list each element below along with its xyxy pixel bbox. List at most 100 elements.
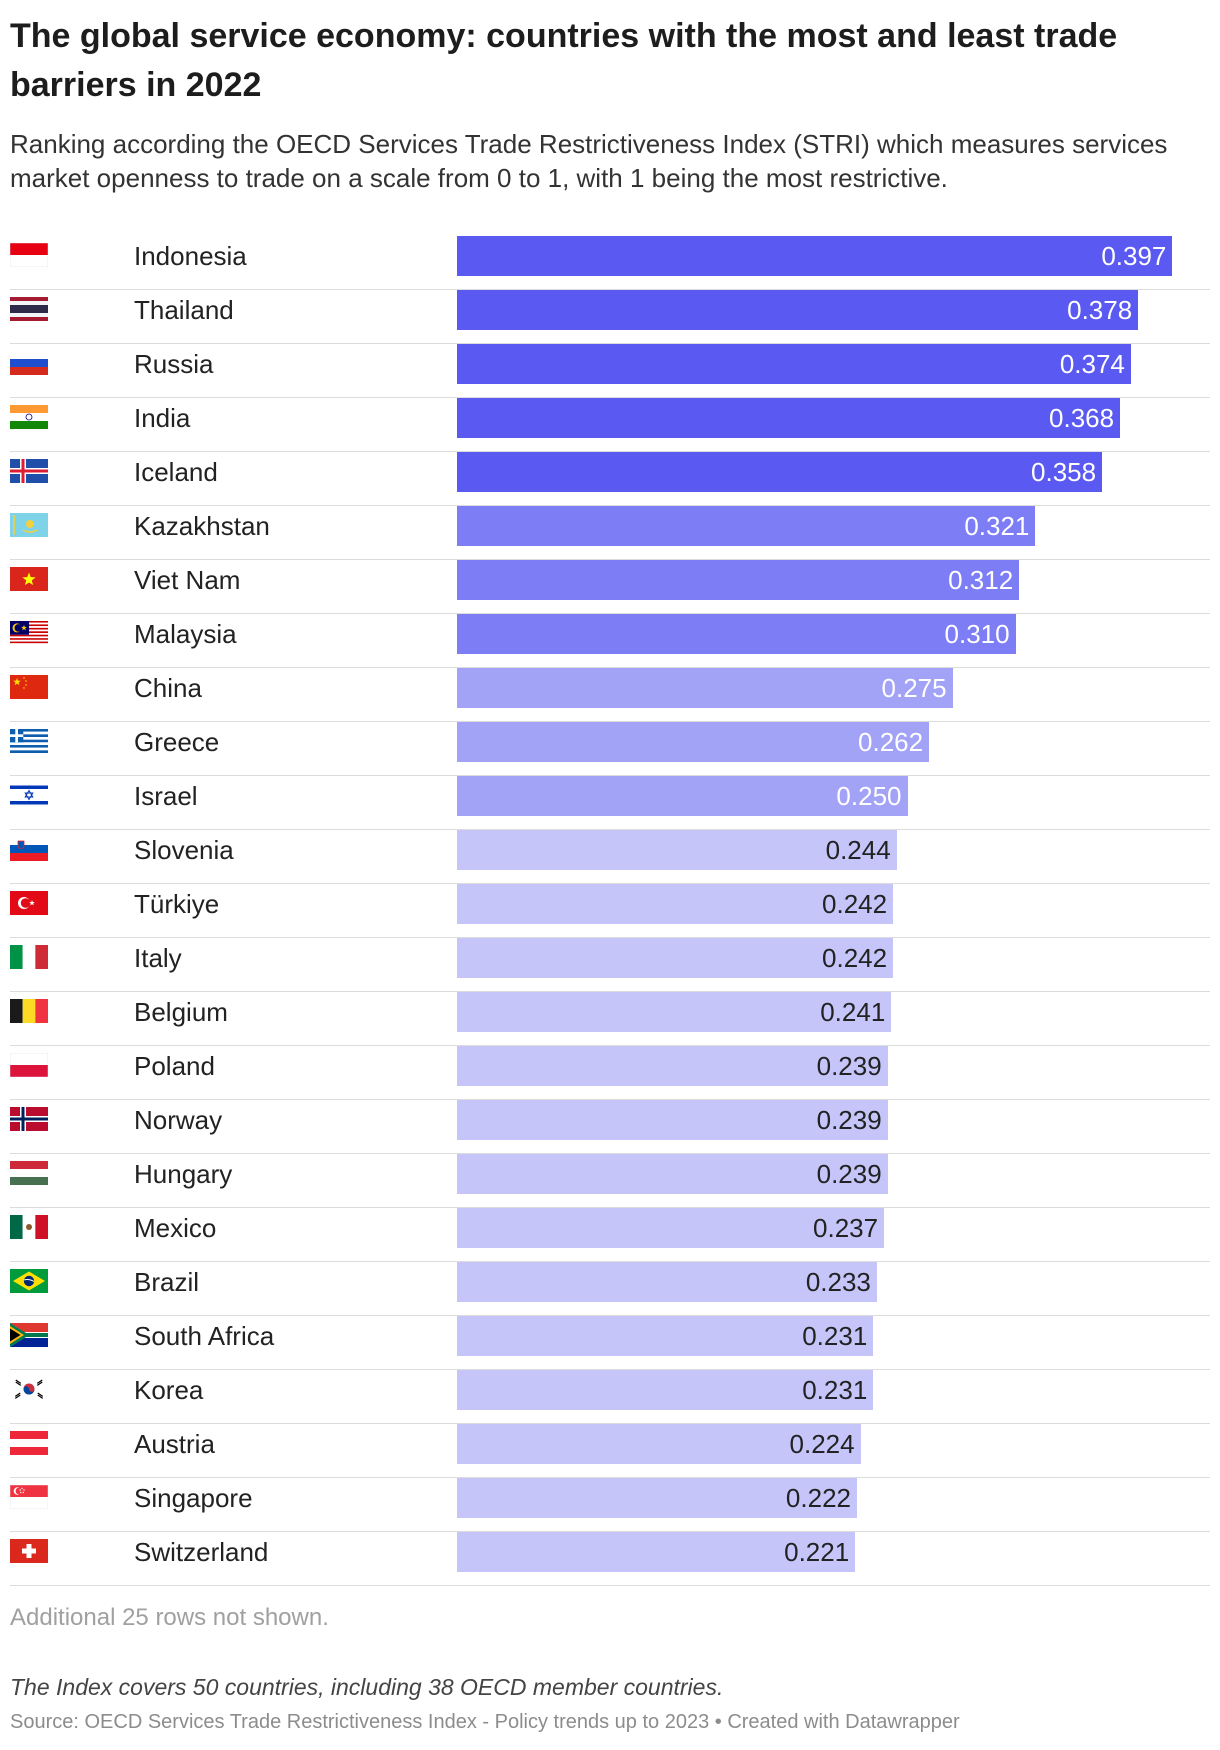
norway-flag-icon (10, 1107, 48, 1131)
chart-row-viet-nam: Viet Nam 0.312 (10, 560, 1210, 614)
chart-row-china: China 0.275 (10, 668, 1210, 722)
country-label: Israel (134, 781, 198, 811)
chart-row-italy: Italy 0.242 (10, 938, 1210, 992)
row-divider (10, 937, 1210, 938)
footnote: The Index covers 50 countries, including… (10, 1674, 724, 1700)
row-divider (10, 721, 1210, 722)
chart-row-india: India 0.368 (10, 398, 1210, 452)
value-label: 0.242 (822, 889, 888, 919)
italy-flag-icon (10, 945, 48, 969)
bar-poland: 0.239 (457, 1046, 888, 1086)
row-divider (10, 451, 1210, 452)
country-label: Greece (134, 727, 220, 757)
value-label: 0.233 (805, 1267, 871, 1297)
country-label: Kazakhstan (134, 511, 270, 541)
row-divider (10, 1477, 1210, 1478)
bar-italy: 0.242 (457, 938, 894, 978)
country-label: Norway (134, 1105, 223, 1135)
country-label: Iceland (134, 457, 218, 487)
row-divider (10, 1261, 1210, 1262)
malaysia-flag-icon (10, 621, 48, 645)
value-label: 0.231 (802, 1321, 868, 1351)
bar-brazil: 0.233 (457, 1262, 877, 1302)
country-label: Singapore (134, 1483, 253, 1513)
value-label: 0.310 (944, 619, 1010, 649)
row-divider (10, 343, 1210, 344)
chart-row-korea: Korea 0.231 (10, 1370, 1210, 1424)
iceland-flag-icon (10, 459, 48, 483)
country-label: Türkiye (134, 889, 220, 919)
bar-south-africa: 0.231 (457, 1316, 874, 1356)
thailand-flag-icon (10, 297, 48, 321)
bar-singapore: 0.222 (457, 1478, 857, 1518)
country-label: Russia (134, 349, 214, 379)
value-label: 0.312 (948, 565, 1014, 595)
china-flag-icon (10, 675, 48, 699)
value-label: 0.262 (858, 727, 924, 757)
row-divider (10, 667, 1210, 668)
chart-row-norway: Norway 0.239 (10, 1100, 1210, 1154)
row-divider (10, 397, 1210, 398)
chart-row-thailand: Thailand 0.378 (10, 290, 1210, 344)
row-divider (10, 505, 1210, 506)
hungary-flag-icon (10, 1161, 48, 1185)
chart-row-israel: Israel 0.250 (10, 776, 1210, 830)
bar-russia: 0.374 (457, 344, 1131, 384)
bar-israel: 0.250 (457, 776, 908, 816)
value-label: 0.275 (881, 673, 947, 703)
chart-row-singapore: Singapore 0.222 (10, 1478, 1210, 1532)
country-label: Italy (134, 943, 182, 973)
value-label: 0.222 (785, 1483, 851, 1513)
slovenia-flag-icon (10, 837, 48, 861)
value-label: 0.239 (816, 1105, 882, 1135)
row-divider (10, 991, 1210, 992)
bar-hungary: 0.239 (457, 1154, 888, 1194)
bar-switzerland: 0.221 (457, 1532, 856, 1572)
row-divider (10, 883, 1210, 884)
chart-row-russia: Russia 0.374 (10, 344, 1210, 398)
country-label: Malaysia (134, 619, 237, 649)
bar-turkiye: 0.242 (457, 884, 894, 924)
value-label: 0.231 (802, 1375, 868, 1405)
austria-flag-icon (10, 1431, 48, 1455)
poland-flag-icon (10, 1053, 48, 1077)
israel-flag-icon (10, 783, 48, 807)
country-label: Hungary (134, 1159, 233, 1189)
row-divider (10, 1153, 1210, 1154)
country-label: Thailand (134, 295, 234, 325)
country-label: South Africa (134, 1321, 275, 1351)
chart-row-belgium: Belgium 0.241 (10, 992, 1210, 1046)
row-divider (10, 1099, 1210, 1100)
bar-greece: 0.262 (457, 722, 930, 762)
country-label: Poland (134, 1051, 215, 1081)
korea-flag-icon (10, 1377, 48, 1401)
value-label: 0.358 (1031, 457, 1097, 487)
bar-malaysia: 0.310 (457, 614, 1016, 654)
country-label: Brazil (134, 1267, 200, 1297)
switzerland-flag-icon (10, 1539, 48, 1563)
chart-row-hungary: Hungary 0.239 (10, 1154, 1210, 1208)
mexico-flag-icon (10, 1215, 48, 1239)
row-divider (10, 289, 1210, 290)
india-flag-icon (10, 405, 48, 429)
chart-row-south-africa: South Africa 0.231 (10, 1316, 1210, 1370)
bar-austria: 0.224 (457, 1424, 861, 1464)
bar-mexico: 0.237 (457, 1208, 885, 1248)
vietnam-flag-icon (10, 567, 48, 591)
greece-flag-icon (10, 729, 48, 753)
row-divider (10, 613, 1210, 614)
bar-kazakhstan: 0.321 (457, 506, 1036, 546)
value-label: 0.368 (1049, 403, 1115, 433)
bar-china: 0.275 (457, 668, 953, 708)
indonesia-flag-icon (10, 243, 48, 267)
chart-row-indonesia: Indonesia 0.397 (10, 236, 1210, 290)
value-label: 0.221 (784, 1537, 850, 1567)
country-label: Viet Nam (134, 565, 241, 595)
value-label: 0.321 (964, 511, 1030, 541)
value-label: 0.397 (1101, 241, 1167, 271)
chart-row-mexico: Mexico 0.237 (10, 1208, 1210, 1262)
row-divider (10, 1315, 1210, 1316)
chart-subtitle: Ranking according the OECD Services Trad… (10, 129, 1168, 193)
country-label: China (134, 673, 202, 703)
bar-korea: 0.231 (457, 1370, 874, 1410)
